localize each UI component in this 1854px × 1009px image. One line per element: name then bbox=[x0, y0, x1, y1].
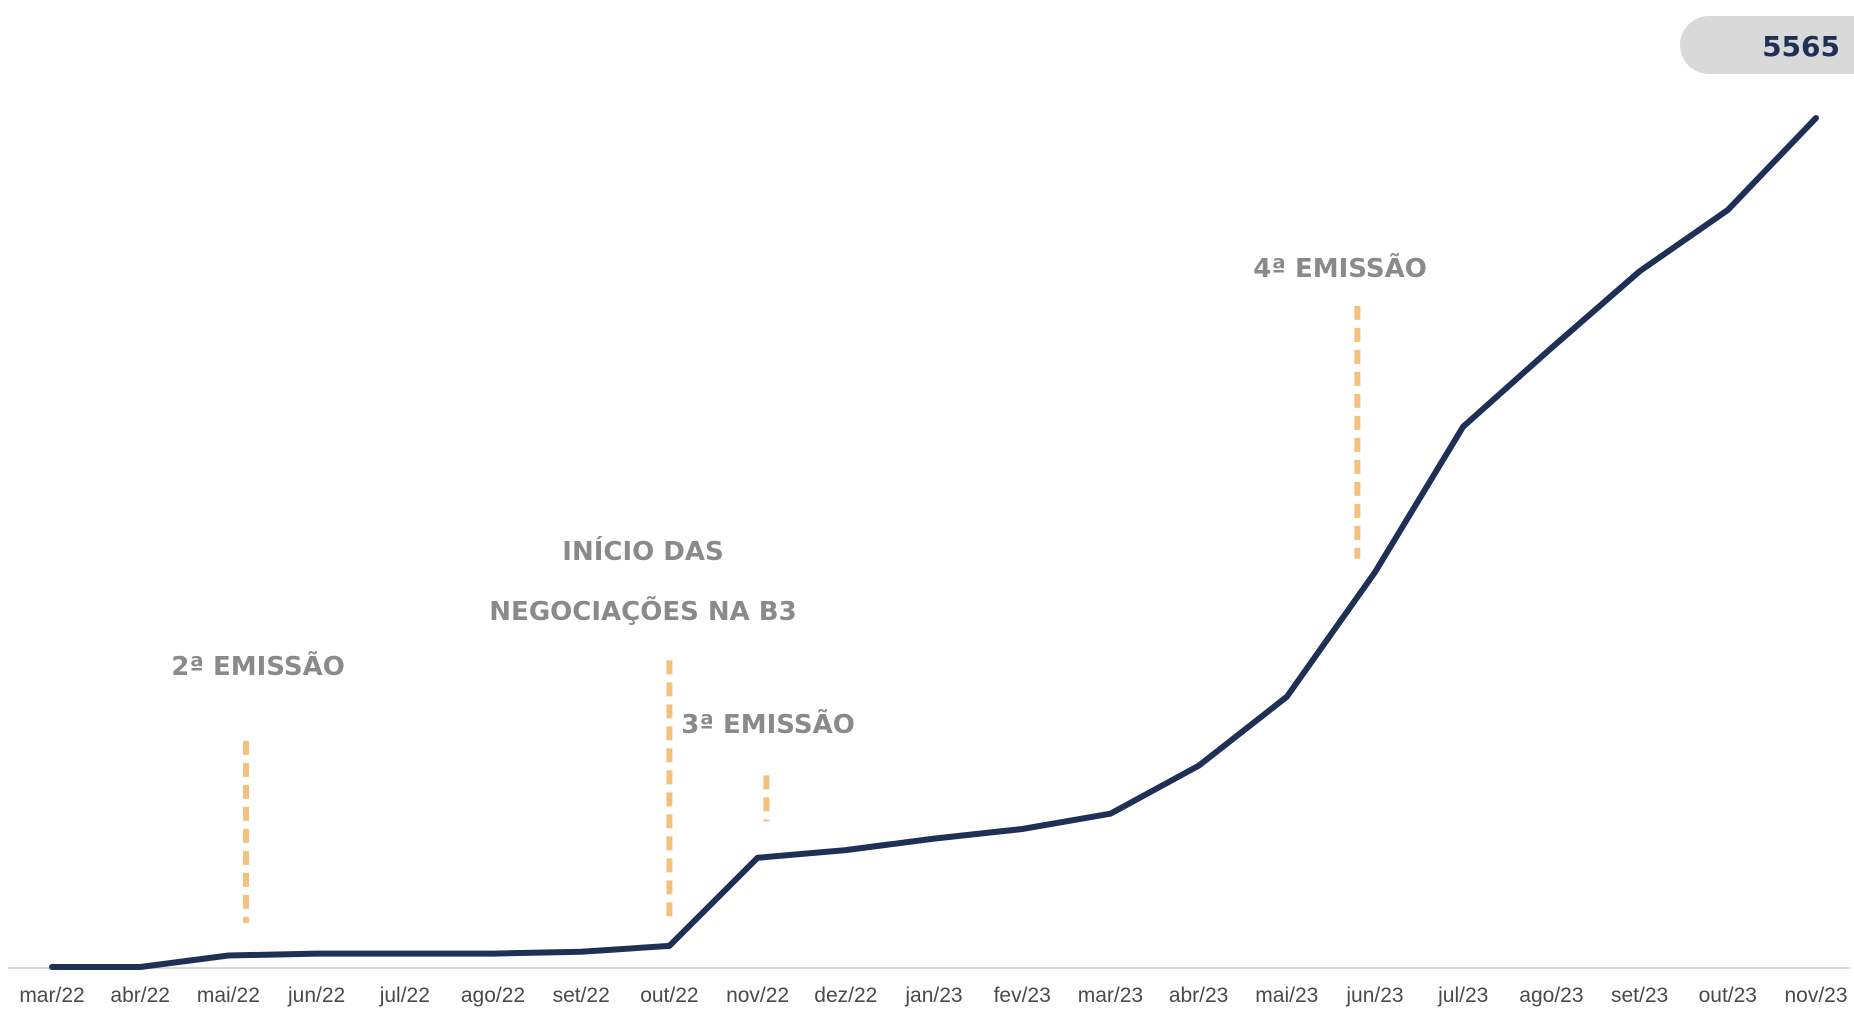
x-tick-label: jun/22 bbox=[287, 984, 345, 1007]
x-tick-label: jul/22 bbox=[379, 984, 430, 1007]
x-tick-label: mai/22 bbox=[197, 984, 260, 1007]
annotation-label: 4ª EMISSÃO bbox=[1253, 252, 1427, 284]
series-line bbox=[49, 115, 1819, 970]
annotation-label: 3ª EMISSÃO bbox=[681, 708, 855, 740]
x-tick-label: jul/23 bbox=[1437, 984, 1488, 1007]
x-tick-label: nov/23 bbox=[1784, 984, 1847, 1007]
x-tick-label: fev/23 bbox=[994, 984, 1051, 1007]
x-tick-label: ago/23 bbox=[1519, 984, 1583, 1007]
x-tick-label: abr/22 bbox=[110, 984, 170, 1007]
x-tick-label: out/22 bbox=[640, 984, 698, 1007]
annotation-label: 2ª EMISSÃO bbox=[171, 650, 345, 682]
annotation-label: NEGOCIAÇÕES NA B3 bbox=[489, 595, 796, 627]
x-tick-label: abr/23 bbox=[1169, 984, 1229, 1007]
x-tick-label: out/23 bbox=[1699, 984, 1757, 1007]
x-tick-label: set/23 bbox=[1611, 984, 1668, 1007]
x-tick-label: mar/22 bbox=[19, 984, 84, 1007]
end-value-label: 5565 bbox=[1762, 30, 1840, 63]
x-tick-label: mar/23 bbox=[1078, 984, 1143, 1007]
x-tick-label: dez/22 bbox=[814, 984, 877, 1007]
x-tick-label: ago/22 bbox=[461, 984, 525, 1007]
x-tick-label: mai/23 bbox=[1255, 984, 1318, 1007]
x-tick-label: jun/23 bbox=[1345, 984, 1403, 1007]
annotation-label: INÍCIO DAS bbox=[562, 535, 723, 567]
x-tick-label: jan/23 bbox=[904, 984, 962, 1007]
x-tick-label: nov/22 bbox=[726, 984, 789, 1007]
end-value-badge bbox=[1680, 16, 1854, 74]
x-tick-label: set/22 bbox=[553, 984, 610, 1007]
